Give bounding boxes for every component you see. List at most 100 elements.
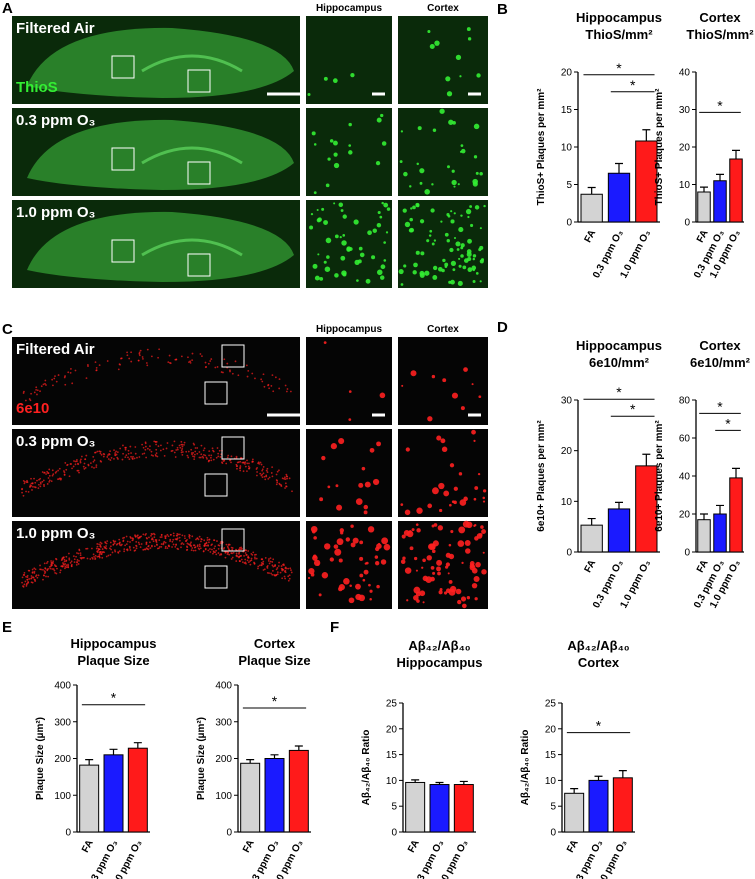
- plaque-speck: [207, 549, 210, 552]
- plaque: [321, 572, 329, 579]
- plaque-speck: [230, 461, 232, 464]
- plaque-speck: [45, 562, 48, 565]
- plaque-speck: [100, 453, 103, 456]
- plaque: [369, 589, 373, 593]
- plaque-speck: [31, 581, 34, 584]
- plaque-speck: [106, 540, 109, 543]
- plaque-speck: [251, 372, 254, 375]
- plaque-speck: [42, 578, 44, 581]
- plaque-speck: [141, 453, 144, 455]
- plaque-speck: [280, 565, 283, 567]
- plaque: [440, 220, 443, 223]
- plaque-speck: [127, 449, 130, 452]
- plaque-speck: [254, 557, 256, 560]
- plaque-speck: [42, 568, 44, 571]
- y-tick-label: 60: [679, 434, 691, 445]
- plaque-speck: [214, 545, 216, 548]
- plaque-speck: [65, 566, 68, 569]
- plaque-speck: [193, 453, 196, 456]
- plaque: [375, 160, 381, 166]
- plaque-speck: [262, 560, 265, 563]
- plaque: [324, 543, 331, 550]
- plaque-speck: [135, 547, 138, 550]
- plaque-speck: [39, 390, 41, 393]
- plaque-speck: [100, 553, 103, 555]
- plaque-speck: [51, 568, 54, 570]
- plaque-speck: [168, 361, 171, 364]
- plaque-speck: [33, 567, 36, 570]
- plaque-speck: [185, 540, 187, 543]
- plaque: [460, 144, 464, 148]
- plaque-speck: [180, 355, 183, 358]
- y-tick-label: 20: [545, 724, 557, 735]
- chart-title: Hippocampus: [397, 655, 483, 670]
- plaque-speck: [25, 481, 28, 484]
- plaque: [374, 560, 380, 566]
- plaque-speck: [101, 548, 104, 550]
- plaque-speck: [266, 571, 269, 574]
- plaque-speck: [101, 556, 104, 559]
- plaque-speck: [244, 463, 246, 465]
- plaque-speck: [239, 546, 241, 549]
- plaque-speck: [63, 471, 66, 474]
- plaque: [460, 596, 467, 602]
- plaque-speck: [43, 485, 45, 488]
- plaque: [437, 571, 441, 576]
- plaque-speck: [163, 454, 166, 457]
- plaque-speck: [146, 537, 148, 540]
- x-tick-label: FA: [583, 558, 599, 574]
- plaque: [377, 210, 381, 215]
- plaque-speck: [194, 546, 197, 548]
- plaque: [355, 498, 363, 505]
- plaque: [385, 231, 389, 234]
- plaque: [334, 234, 339, 239]
- bar: [697, 191, 711, 223]
- plaque: [445, 76, 451, 82]
- error-bar: [109, 748, 118, 755]
- plaque: [403, 171, 408, 177]
- plaque-speck: [256, 471, 259, 473]
- plaque: [371, 255, 376, 260]
- plaque-speck: [280, 485, 283, 487]
- plaque-speck: [253, 563, 256, 565]
- plaque: [480, 525, 484, 529]
- plaque-speck: [63, 376, 66, 379]
- plaque: [459, 150, 463, 153]
- plaque: [323, 341, 327, 345]
- chart-title: Cortex: [254, 636, 296, 651]
- plaque-speck: [172, 543, 175, 546]
- region-header: Hippocampus: [316, 3, 383, 14]
- plaque-speck: [150, 450, 153, 453]
- plaque-speck: [65, 555, 68, 558]
- plaque-speck: [239, 465, 242, 467]
- y-tick-label: 10: [386, 776, 398, 787]
- plaque-speck: [91, 547, 93, 550]
- plaque-speck: [28, 569, 31, 572]
- plaque-speck: [41, 480, 44, 483]
- bar: [588, 779, 609, 833]
- plaque: [427, 503, 433, 509]
- error-bar: [615, 162, 623, 174]
- plaque-speck: [26, 574, 29, 577]
- plaque: [450, 279, 455, 285]
- error-bar: [133, 742, 142, 749]
- plaque-speck: [100, 551, 102, 553]
- plaque: [339, 236, 342, 239]
- plaque-speck: [248, 462, 250, 465]
- plaque-speck: [168, 354, 171, 357]
- plaque-speck: [70, 565, 73, 568]
- plaque-speck: [25, 490, 27, 493]
- plaque-speck: [155, 443, 157, 446]
- bar: [580, 524, 603, 553]
- chart-title: Cortex: [699, 338, 741, 353]
- plaque-speck: [125, 454, 128, 457]
- hippocampus-outline: [141, 238, 243, 257]
- plaque-speck: [156, 544, 158, 546]
- plaque-speck: [226, 456, 229, 459]
- plaque-speck: [95, 369, 98, 372]
- plaque-speck: [34, 568, 37, 571]
- plaque: [374, 555, 379, 559]
- plaque: [333, 202, 336, 205]
- plaque-speck: [84, 458, 87, 461]
- plaque-speck: [121, 458, 124, 461]
